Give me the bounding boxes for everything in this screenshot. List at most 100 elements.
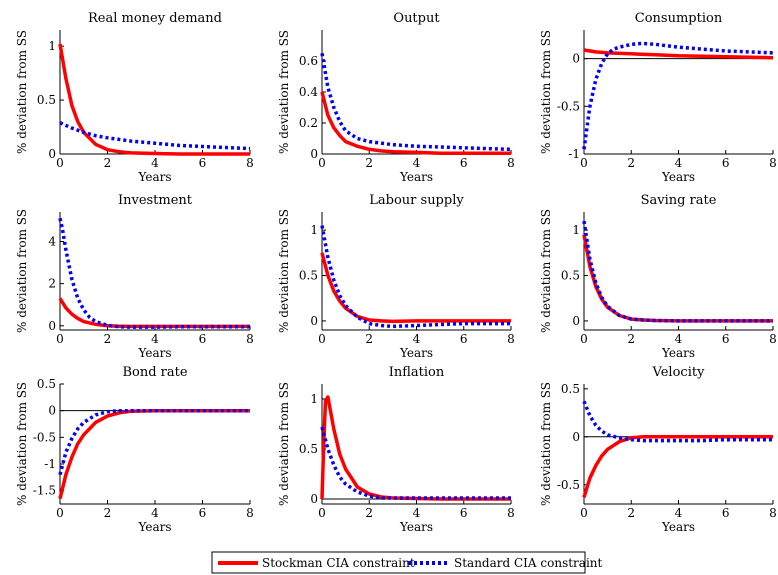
y-tick-label: -0.5 [557, 478, 580, 492]
y-tick-label: 0.2 [299, 116, 318, 130]
y-axis-label: % deviation from SS [539, 382, 553, 506]
y-tick-label: 0 [572, 52, 580, 66]
panel-title: Investment [118, 193, 193, 208]
y-tick-label: -0.5 [557, 99, 580, 113]
y-tick-label: 0 [310, 147, 318, 161]
x-tick-label: 4 [413, 506, 421, 520]
y-tick-label: -1 [44, 457, 56, 471]
x-tick-label: 4 [675, 332, 683, 346]
panel-3: Consumption 0 2 4 6 8 -1 -0.5 0 Years % deviation … [539, 11, 777, 184]
y-tick-label: 0.5 [561, 382, 580, 396]
y-tick-label: 0 [310, 314, 318, 328]
x-axis-label: Years [137, 346, 171, 360]
x-tick-label: 4 [151, 156, 159, 170]
y-axis-label: % deviation from SS [15, 30, 29, 154]
x-tick-label: 8 [246, 332, 254, 346]
y-axis-label: % deviation from SS [277, 30, 291, 154]
series-line-standard [582, 220, 773, 323]
panel-title: Bond rate [122, 365, 187, 380]
series-line-standard [320, 225, 511, 329]
x-tick-label: 0 [318, 156, 326, 170]
x-tick-label: 4 [675, 506, 683, 520]
x-axis-label: Years [399, 520, 433, 534]
y-tick-label: 0 [310, 492, 318, 506]
x-axis-label: Years [137, 520, 171, 534]
legend: Stockman CIA constraint Standard CIA con… [211, 551, 603, 574]
series-line-standard [582, 41, 774, 150]
y-tick-label: 1 [48, 39, 56, 53]
y-tick-label: 0.5 [37, 93, 56, 107]
series-line-standard [59, 121, 251, 151]
x-tick-label: 0 [580, 332, 588, 346]
y-tick-label: 0 [48, 319, 56, 333]
panel-grid: Real money demand 0 2 4 6 8 0 0.5 1 Years % deviat… [15, 11, 777, 534]
panel-title: Velocity [652, 365, 706, 380]
y-tick-label: -0.5 [33, 430, 56, 444]
series-line-stockman [320, 395, 511, 501]
y-tick-label: -1.5 [33, 484, 56, 498]
y-tick-label: 4 [48, 235, 56, 249]
y-axis-label: % deviation from SS [277, 209, 291, 333]
y-tick-label: 0.5 [299, 442, 318, 456]
series-line-standard [58, 408, 250, 476]
x-tick-label: 0 [580, 506, 588, 520]
series-line-stockman [320, 91, 511, 155]
x-tick-label: 6 [460, 506, 468, 520]
x-tick-label: 0 [56, 332, 64, 346]
x-tick-label: 0 [318, 332, 326, 346]
x-tick-label: 2 [365, 506, 373, 520]
x-axis-label: Years [137, 170, 171, 184]
x-tick-label: 2 [365, 332, 373, 346]
y-tick-label: 0.6 [299, 54, 318, 68]
x-tick-label: 0 [56, 156, 64, 170]
legend-box [211, 551, 586, 574]
x-axis-label: Years [399, 346, 433, 360]
x-axis-label: Years [661, 520, 695, 534]
x-tick-label: 8 [246, 506, 254, 520]
y-tick-label: 0 [48, 404, 56, 418]
y-axis-label: % deviation from SS [539, 209, 553, 333]
series-line-stockman [58, 43, 250, 156]
panel-title: Inflation [389, 365, 445, 380]
y-tick-label: -1 [568, 147, 580, 161]
x-tick-label: 6 [460, 332, 468, 346]
y-tick-label: 2 [48, 277, 56, 291]
y-tick-label: 0.5 [561, 269, 580, 283]
panel-title: Output [393, 11, 440, 26]
panel-2: Output 0 2 4 6 8 0 0.2 0.4 0.6 Years % deviation fr… [277, 11, 515, 184]
x-tick-label: 4 [675, 156, 683, 170]
series-line-stockman [58, 297, 250, 329]
y-tick-label: 1 [310, 392, 318, 406]
series-line-stockman [58, 408, 250, 500]
x-tick-label: 6 [722, 156, 730, 170]
x-tick-label: 0 [318, 506, 326, 520]
x-tick-label: 6 [199, 332, 207, 346]
x-axis-label: Years [661, 346, 695, 360]
panel-5: Labour supply 0 2 4 6 8 0 0.5 1 Years % deviation … [277, 193, 515, 360]
x-tick-label: 8 [507, 506, 515, 520]
series-line-standard [320, 426, 511, 500]
panel-title: Consumption [635, 11, 723, 26]
x-tick-label: 8 [769, 332, 777, 346]
x-tick-label: 4 [151, 506, 159, 520]
y-tick-label: 0.5 [37, 377, 56, 391]
y-tick-label: 1 [310, 223, 318, 237]
panel-title: Labour supply [369, 193, 464, 208]
x-tick-label: 2 [627, 506, 635, 520]
x-tick-label: 6 [199, 156, 207, 170]
x-tick-label: 0 [580, 156, 588, 170]
x-tick-label: 2 [104, 506, 112, 520]
panel-6: Saving rate 0 2 4 6 8 0 0.5 1 Years % deviation fr… [539, 193, 777, 360]
x-tick-label: 4 [151, 332, 159, 346]
y-tick-label: 0 [48, 147, 56, 161]
x-tick-label: 6 [722, 506, 730, 520]
x-tick-label: 4 [413, 332, 421, 346]
panel-8: Inflation 0 2 4 6 8 0 0.5 1 Years % deviation from… [277, 365, 515, 534]
y-axis-label: % deviation from SS [15, 382, 29, 506]
y-axis-label: % deviation from SS [539, 30, 553, 154]
y-axis-label: % deviation from SS [277, 382, 291, 506]
series-line-stockman [582, 435, 773, 498]
x-tick-label: 8 [507, 156, 515, 170]
x-tick-label: 8 [507, 332, 515, 346]
